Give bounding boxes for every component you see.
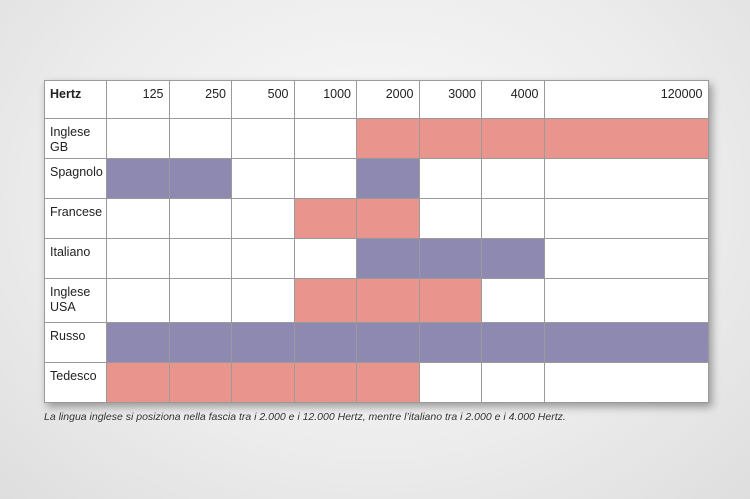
empty-cell (231, 158, 295, 199)
frequency-band-cell-blue (418, 322, 482, 363)
row-label: Russo (44, 322, 107, 363)
empty-cell (418, 158, 482, 199)
frequency-band-cell-blue (231, 322, 295, 363)
frequency-band-cell-red (356, 118, 420, 159)
empty-cell (231, 118, 295, 159)
empty-cell (293, 118, 357, 159)
empty-cell (418, 198, 482, 239)
frequency-band-cell-red (168, 362, 232, 403)
row-label: Spagnolo (44, 158, 107, 199)
frequency-band-cell-blue (168, 322, 232, 363)
empty-cell (106, 198, 170, 239)
table-row: Inglese GB (44, 118, 709, 159)
frequency-band-cell-red (293, 362, 357, 403)
table-row: Italiano (44, 238, 709, 279)
table-row: Spagnolo (44, 158, 709, 199)
empty-cell (543, 158, 709, 199)
frequency-band-cell-blue (106, 158, 170, 199)
frequency-band-cell-red (356, 362, 420, 403)
row-label: Italiano (44, 238, 107, 279)
empty-cell (543, 278, 709, 323)
empty-cell (543, 238, 709, 279)
table-body: Inglese GB Spagnolo Francese Italiano Ingles… (44, 118, 709, 403)
frequency-band-cell-blue (481, 322, 545, 363)
empty-cell (543, 198, 709, 239)
table-row: Francese (44, 198, 709, 239)
empty-cell (293, 158, 357, 199)
table-row: Russo (44, 322, 709, 363)
empty-cell (231, 278, 295, 323)
frequency-band-cell-red (356, 198, 420, 239)
hertz-header: Hertz (44, 80, 107, 119)
empty-cell (168, 198, 232, 239)
empty-cell (418, 362, 482, 403)
frequency-chart: Hertz 125 250 500 1000 2000 3000 4000 12… (44, 80, 709, 423)
frequency-band-cell-red (481, 118, 545, 159)
frequency-band-cell-red (293, 278, 357, 323)
frequency-band-cell-red (106, 362, 170, 403)
column-header: 125 (106, 80, 170, 119)
frequency-band-cell-red (543, 118, 709, 159)
column-header: 4000 (481, 80, 545, 119)
row-label: Tedesco (44, 362, 107, 403)
chart-caption: La lingua inglese si posiziona nella fas… (44, 411, 566, 423)
table-row: Tedesco (44, 362, 709, 403)
frequency-band-cell-red (231, 362, 295, 403)
column-header: 3000 (418, 80, 482, 119)
frequency-band-cell-red (418, 278, 482, 323)
frequency-band-cell-red (293, 198, 357, 239)
frequency-band-cell-blue (356, 158, 420, 199)
column-header: 2000 (356, 80, 420, 119)
frequency-band-cell-blue (168, 158, 232, 199)
empty-cell (106, 238, 170, 279)
empty-cell (106, 278, 170, 323)
frequency-band-cell-blue (356, 322, 420, 363)
frequency-band-cell-red (418, 118, 482, 159)
frequency-table: Hertz 125 250 500 1000 2000 3000 4000 12… (44, 80, 709, 403)
empty-cell (481, 158, 545, 199)
empty-cell (293, 238, 357, 279)
column-header: 120000 (543, 80, 709, 119)
empty-cell (481, 278, 545, 323)
empty-cell (543, 362, 709, 403)
empty-cell (231, 238, 295, 279)
row-label: Inglese USA (44, 278, 107, 323)
frequency-band-cell-blue (481, 238, 545, 279)
frequency-band-cell-blue (418, 238, 482, 279)
table-row: Inglese USA (44, 278, 709, 323)
row-label: Inglese GB (44, 118, 107, 159)
column-header: 250 (168, 80, 232, 119)
empty-cell (168, 238, 232, 279)
column-header: 1000 (293, 80, 357, 119)
empty-cell (231, 198, 295, 239)
empty-cell (168, 118, 232, 159)
frequency-band-cell-red (356, 278, 420, 323)
empty-cell (168, 278, 232, 323)
empty-cell (106, 118, 170, 159)
column-header: 500 (231, 80, 295, 119)
frequency-band-cell-blue (293, 322, 357, 363)
frequency-band-cell-blue (356, 238, 420, 279)
frequency-band-cell-blue (543, 322, 709, 363)
header-row: Hertz 125 250 500 1000 2000 3000 4000 12… (44, 80, 709, 119)
frequency-band-cell-blue (106, 322, 170, 363)
empty-cell (481, 198, 545, 239)
row-label: Francese (44, 198, 107, 239)
empty-cell (481, 362, 545, 403)
